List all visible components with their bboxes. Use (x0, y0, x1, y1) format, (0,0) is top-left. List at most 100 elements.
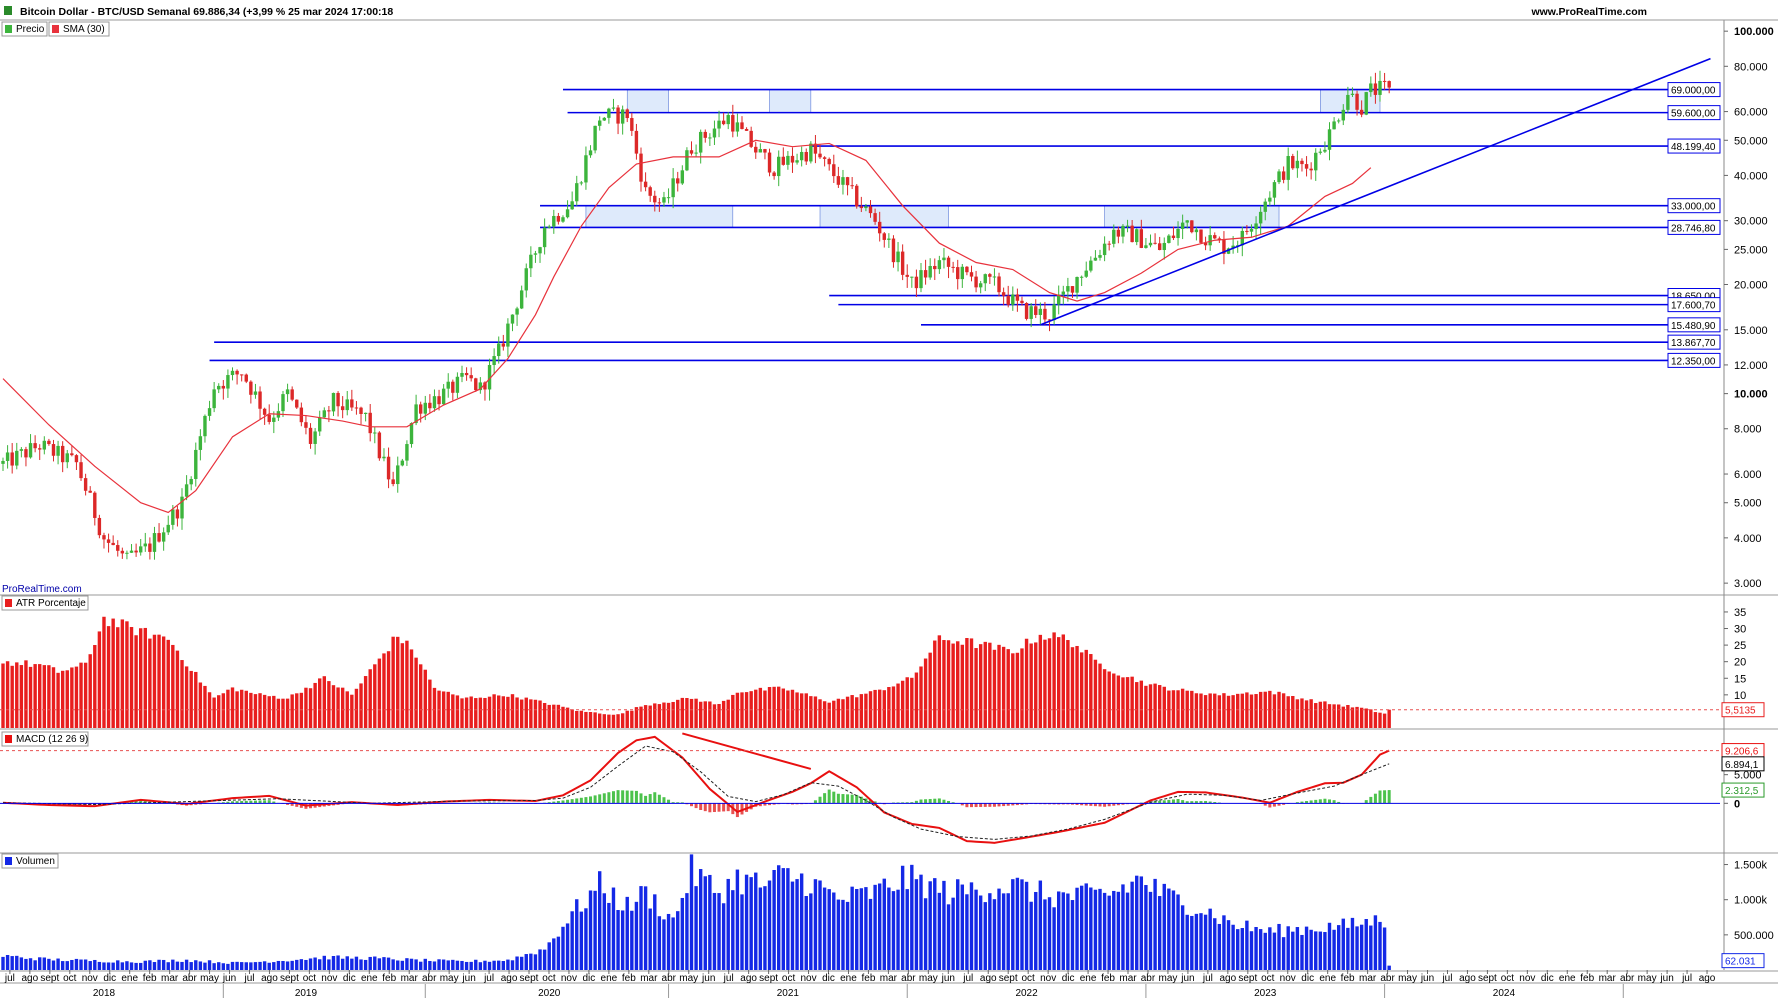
candle-body (355, 407, 358, 408)
volume-bar (469, 962, 472, 970)
macd-hist-bar (1388, 790, 1391, 803)
volume-bar (258, 962, 261, 970)
atr-bar (1158, 685, 1161, 728)
volume-bar (130, 962, 133, 970)
volume-bar (33, 960, 36, 970)
macd-hist-bar (1268, 803, 1271, 807)
volume-bar (1250, 931, 1253, 970)
atr-bar (116, 627, 119, 728)
macd-hist-bar (924, 799, 927, 803)
volume-bar (194, 960, 197, 970)
atr-bar (134, 635, 137, 728)
volume-bar (79, 960, 82, 970)
support-zone (770, 90, 811, 113)
candle-body (1002, 292, 1005, 296)
candle-body (428, 403, 431, 408)
candle-body (1007, 296, 1010, 305)
month-label: oct (1022, 973, 1036, 984)
macd-hist-bar (718, 803, 721, 811)
level-label: 28.746,80 (1671, 223, 1716, 234)
atr-bar (901, 681, 904, 728)
macd-hist-bar (708, 803, 711, 812)
candle-body (828, 159, 831, 164)
site-link[interactable]: www.ProRealTime.com (1530, 6, 1647, 18)
candle-body (125, 553, 128, 554)
volume-bar (1268, 927, 1271, 970)
candle-body (809, 144, 812, 162)
atr-bar (1029, 643, 1032, 728)
candle-body (465, 373, 468, 375)
candle-body (474, 378, 477, 390)
volume-bar (548, 942, 551, 970)
candle-body (570, 201, 573, 209)
volume-bar (1282, 937, 1285, 970)
macd-hist-bar (589, 796, 592, 803)
macd-hist-bar (920, 799, 923, 803)
atr-bar (1305, 700, 1308, 728)
candle-body (548, 226, 551, 227)
atr-bar (176, 651, 179, 728)
volume-bar (263, 961, 266, 970)
atr-bar (970, 638, 973, 728)
atr-bar (1227, 696, 1230, 728)
volume-bar (1071, 900, 1074, 970)
atr-bar (1085, 650, 1088, 728)
macd-hist-bar (653, 792, 656, 803)
price-tick-label: 12.000 (1734, 360, 1768, 372)
atr-bar (1048, 638, 1051, 728)
candle-body (938, 260, 941, 269)
volume-bar (355, 957, 358, 970)
atr-bar (1346, 705, 1349, 728)
atr-bar (722, 701, 725, 728)
volume-bar (396, 960, 399, 970)
atr-bar (24, 660, 27, 728)
volume-bar (29, 958, 32, 970)
volume-bar (6, 955, 9, 970)
candle-body (437, 396, 440, 404)
atr-bar (1020, 648, 1023, 728)
candle-body (396, 465, 399, 484)
month-label: ago (1219, 973, 1236, 984)
volume-bar (1323, 932, 1326, 970)
candle-body (222, 386, 225, 389)
candle-body (1071, 286, 1074, 293)
volume-bar (639, 886, 642, 970)
volume-bar (1227, 920, 1230, 970)
month-label: dic (1301, 973, 1314, 984)
volume-bar (1029, 902, 1032, 970)
price-tick-label: 15.000 (1734, 325, 1768, 337)
month-label: jun (701, 973, 715, 984)
volume-bar (561, 927, 564, 970)
volume-bar (1273, 933, 1276, 970)
atr-bar (199, 683, 202, 728)
volume-bar (1264, 933, 1267, 970)
volume-bar (304, 960, 307, 970)
watermark: ProRealTime.com (2, 584, 82, 595)
volume-bar (254, 962, 257, 970)
volume-bar (543, 950, 546, 970)
volume-bar (795, 879, 798, 970)
atr-bar (254, 694, 257, 728)
candle-body (254, 391, 257, 394)
macd-hist-bar (970, 803, 973, 807)
candle-body (1039, 309, 1042, 315)
candle-body (93, 493, 96, 518)
volume-bar (327, 959, 330, 970)
atr-bar (676, 700, 679, 728)
volume-bar (988, 893, 991, 970)
volume-bar (1245, 921, 1248, 970)
atr-bar (1075, 646, 1078, 728)
candle-body (603, 118, 606, 121)
month-label: jun (941, 973, 955, 984)
atr-bar (1043, 640, 1046, 728)
macd-hist-bar (988, 803, 991, 807)
atr-bar (1360, 708, 1363, 728)
volume-tick-label: 1.500k (1734, 860, 1768, 872)
legend-macd-swatch (5, 735, 12, 743)
candle-body (456, 377, 459, 393)
month-label: ago (501, 973, 518, 984)
candle-body (1190, 220, 1193, 232)
volume-bar (1172, 890, 1175, 970)
volume-bar (1043, 899, 1046, 970)
